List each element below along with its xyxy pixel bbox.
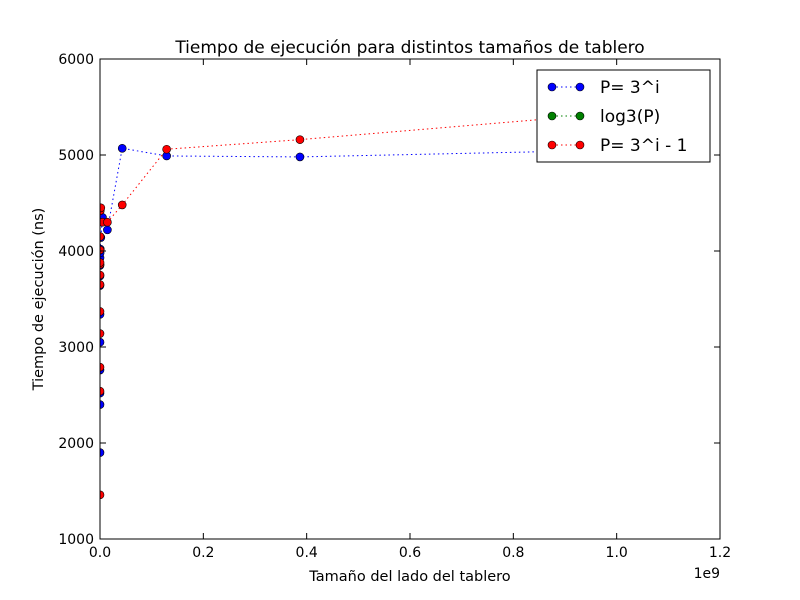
x-tick-label: 0.2 — [192, 545, 214, 561]
chart-title: Tiempo de ejecución para distintos tamañ… — [174, 38, 644, 58]
x-axis-offset-label: 1e9 — [694, 566, 720, 582]
y-tick-label: 3000 — [58, 340, 94, 356]
legend-marker — [547, 82, 557, 92]
y-tick-label: 1000 — [58, 532, 94, 548]
y-axis-ticks: 1000 2000 3000 4000 5000 6000 — [58, 52, 720, 548]
data-point — [103, 217, 112, 227]
y-tick-label: 5000 — [58, 148, 94, 164]
x-tick-label: 0.6 — [399, 545, 421, 561]
legend-label: log3(P) — [600, 107, 660, 127]
y-tick-label: 6000 — [58, 52, 94, 68]
legend-marker — [575, 82, 585, 92]
y-tick-label: 4000 — [58, 244, 94, 260]
data-point — [162, 144, 171, 154]
data-point — [117, 200, 127, 210]
x-tick-label: 1.0 — [606, 545, 628, 561]
legend-marker — [547, 111, 557, 121]
legend-marker — [575, 111, 585, 121]
x-tick-label: 0.0 — [89, 545, 111, 561]
y-tick-label: 2000 — [58, 436, 94, 452]
data-point — [100, 448, 105, 457]
data-point — [100, 490, 105, 500]
y-axis-label: Tiempo de ejecución (ns) — [31, 208, 47, 392]
x-axis-label: Tamaño del lado del tablero — [308, 569, 511, 585]
x-tick-label: 0.4 — [296, 545, 318, 561]
x-tick-label: 0.8 — [502, 545, 524, 561]
legend-marker — [575, 140, 585, 150]
x-axis-ticks: 0.0 0.2 0.4 0.6 0.8 1.0 1.2 — [89, 59, 731, 561]
data-point — [295, 152, 305, 162]
legend-marker — [547, 140, 557, 150]
data-point — [103, 225, 112, 235]
legend: P= 3^i log3(P) P= 3^i - 1 — [536, 69, 711, 163]
x-tick-label: 1.2 — [709, 545, 731, 561]
data-point — [117, 143, 127, 153]
legend-label: P= 3^i - 1 — [600, 136, 687, 156]
data-point — [295, 135, 305, 144]
data-point — [100, 203, 106, 213]
legend-label: P= 3^i — [600, 78, 660, 98]
